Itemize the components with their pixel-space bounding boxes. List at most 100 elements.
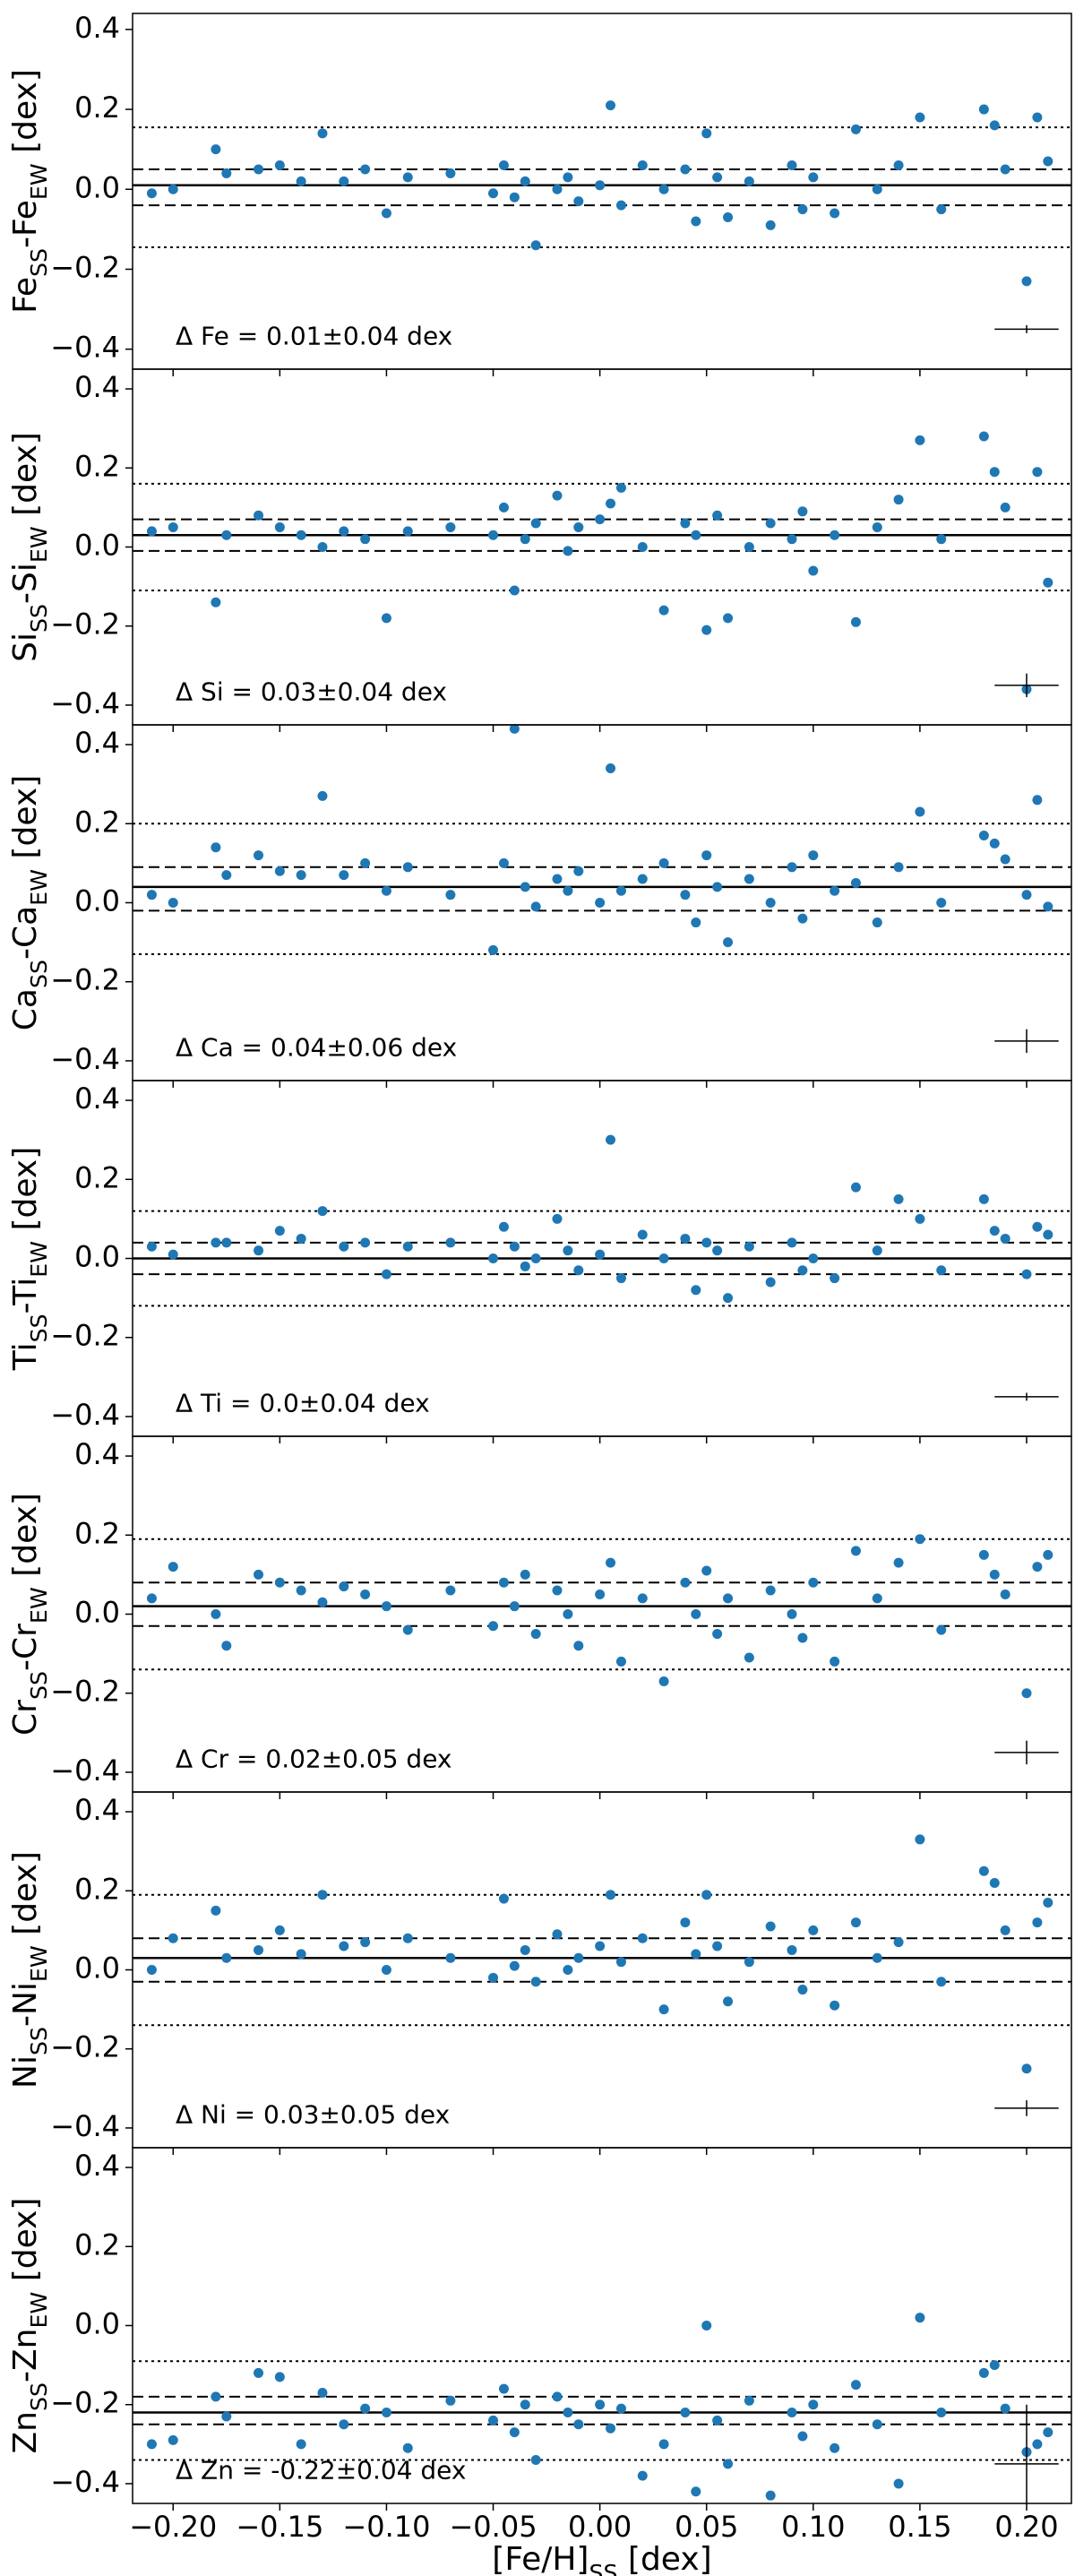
label-part: EW — [26, 1587, 52, 1624]
label-part: -Ni — [7, 1982, 44, 2027]
data-point — [808, 565, 819, 576]
data-point — [530, 1629, 541, 1640]
data-point — [1000, 1925, 1010, 1935]
data-point — [989, 838, 1000, 849]
data-point — [339, 1581, 349, 1592]
data-point — [381, 1965, 391, 1975]
data-point — [509, 2427, 520, 2438]
data-point — [296, 176, 306, 186]
y-tick-label: −0.2 — [50, 2030, 120, 2064]
data-point — [893, 1193, 904, 1204]
data-point — [989, 1569, 1000, 1580]
label-part: Ti — [7, 1342, 44, 1371]
data-point — [530, 518, 541, 529]
data-point — [978, 831, 989, 841]
data-point — [1021, 1688, 1032, 1699]
data-point — [680, 2408, 691, 2418]
data-point — [936, 204, 947, 215]
label-part: EW — [26, 1241, 52, 1278]
data-point — [274, 160, 285, 171]
data-point — [915, 2313, 925, 2323]
label-part: [Fe/H] — [492, 2541, 589, 2576]
data-point — [509, 585, 520, 596]
data-point — [254, 510, 264, 521]
y-tick-label: −0.4 — [50, 686, 120, 720]
data-point — [936, 2408, 947, 2418]
data-point — [680, 1233, 691, 1244]
data-point — [787, 1237, 797, 1248]
annotation: Δ Si = 0.03±0.04 dex — [176, 677, 447, 707]
y-tick-label: 0.4 — [74, 726, 120, 760]
data-point — [606, 498, 616, 509]
data-point — [1021, 1269, 1032, 1279]
data-point — [915, 435, 925, 445]
data-point — [744, 1957, 754, 1968]
data-point — [744, 542, 754, 552]
label-part: Zn — [7, 2411, 44, 2453]
data-point — [1043, 156, 1054, 167]
data-point — [488, 944, 499, 955]
data-point — [808, 1254, 819, 1263]
y-tick-label: −0.2 — [50, 1675, 120, 1709]
data-point — [606, 1134, 616, 1145]
data-point — [530, 2454, 541, 2465]
data-point — [691, 918, 701, 928]
data-point — [509, 1601, 520, 1612]
data-point — [637, 2470, 648, 2481]
data-point — [701, 625, 712, 635]
label-part: -Cr — [7, 1624, 44, 1671]
data-point — [211, 1609, 221, 1619]
data-point — [936, 534, 947, 545]
data-point — [360, 534, 371, 545]
data-point — [712, 2415, 723, 2425]
y-tick-label: 0.0 — [74, 1240, 120, 1274]
data-point — [712, 1629, 723, 1640]
data-point — [221, 1952, 232, 1963]
data-point — [296, 1233, 306, 1244]
data-point — [221, 530, 232, 540]
y-tick-label: 0.4 — [74, 370, 120, 404]
y-tick-label: 0.0 — [74, 170, 120, 204]
data-point — [915, 1213, 925, 1224]
data-point — [830, 2000, 840, 2011]
data-point — [146, 188, 157, 199]
data-point — [563, 2408, 573, 2418]
y-tick-label: −0.4 — [50, 331, 120, 365]
data-point — [445, 1585, 456, 1596]
data-point — [1043, 901, 1054, 912]
data-point — [765, 1277, 776, 1288]
data-point — [797, 2431, 808, 2442]
label-part: [dex] — [7, 1851, 44, 1945]
data-point — [723, 1593, 734, 1604]
data-point — [402, 862, 413, 873]
data-point — [498, 1221, 509, 1232]
data-point — [445, 168, 456, 178]
data-point — [893, 2478, 904, 2489]
data-point — [221, 1641, 232, 1651]
y-tick-label: −0.4 — [50, 1042, 120, 1076]
data-point — [978, 1865, 989, 1876]
data-point — [146, 2439, 157, 2450]
data-point — [615, 482, 626, 493]
y-axis-label: FeSS-FeEW [dex] — [7, 69, 52, 314]
data-point — [691, 1949, 701, 1960]
label-part: -Si — [7, 563, 44, 604]
data-point — [381, 885, 391, 896]
data-point — [498, 160, 509, 171]
x-tick-label: 0.05 — [675, 2510, 738, 2544]
data-point — [830, 885, 840, 896]
plot-frame — [132, 1435, 1072, 1793]
data-point — [830, 530, 840, 540]
data-point — [211, 1905, 221, 1916]
data-point — [296, 530, 306, 540]
data-point — [723, 211, 734, 222]
data-point — [445, 890, 456, 900]
label-part: SS — [26, 248, 52, 277]
data-point — [488, 530, 499, 540]
data-point — [765, 898, 776, 908]
data-point — [168, 1562, 178, 1572]
data-point — [498, 1577, 509, 1588]
data-point — [317, 1206, 328, 1217]
data-point — [658, 605, 669, 616]
data-point — [658, 1254, 669, 1263]
